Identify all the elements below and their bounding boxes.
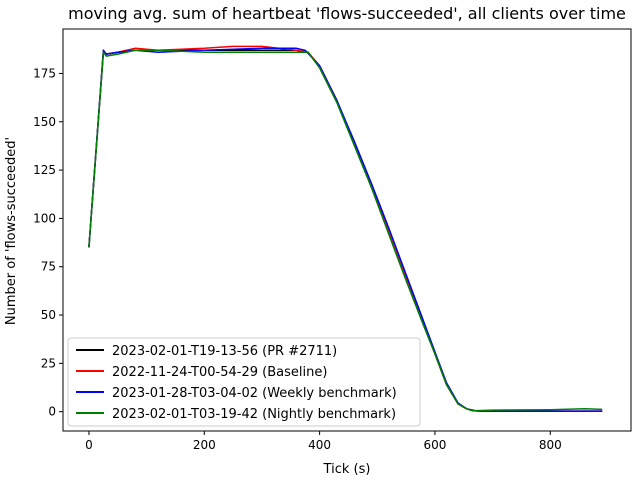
x-tick-label: 600 <box>423 438 446 452</box>
y-tick-label: 25 <box>41 356 56 370</box>
y-tick-label: 50 <box>41 308 56 322</box>
plot-frame <box>62 28 632 432</box>
y-axis-label: Number of 'flows-succeeded' <box>4 137 19 325</box>
legend-entry: 2022-11-24-T00-54-29 (Baseline) <box>112 365 327 380</box>
series-lines <box>88 45 603 413</box>
y-tick-label: 150 <box>33 115 56 129</box>
x-tick-label: 0 <box>85 438 93 452</box>
legend-entry: 2023-01-28-T03-04-02 (Weekly benchmark) <box>112 386 397 401</box>
series-line-4 <box>88 49 603 412</box>
y-tick-label: 0 <box>48 405 56 419</box>
axis-ticks: 0 200 400 600 800 0 25 50 75 100 125 150 175 <box>33 66 562 452</box>
chart-title: moving avg. sum of heartbeat 'flows-succ… <box>68 4 626 23</box>
y-tick-label: 100 <box>33 211 56 225</box>
legend-box <box>67 337 421 427</box>
legend-entry: 2023-02-01-T19-13-56 (PR #2711) <box>112 344 337 359</box>
y-tick-label: 75 <box>41 260 56 274</box>
x-tick-label: 400 <box>308 438 331 452</box>
x-tick-label: 200 <box>193 438 216 452</box>
legend-entry: 2023-02-01-T03-19-42 (Nightly benchmark) <box>112 407 396 422</box>
legend: 2023-02-01-T19-13-56 (PR #2711) 2022-11-2… <box>67 337 421 427</box>
x-axis-label: Tick (s) <box>323 462 371 477</box>
y-tick-label: 125 <box>33 163 56 177</box>
y-tick-label: 175 <box>33 66 56 80</box>
x-tick-label: 800 <box>539 438 562 452</box>
